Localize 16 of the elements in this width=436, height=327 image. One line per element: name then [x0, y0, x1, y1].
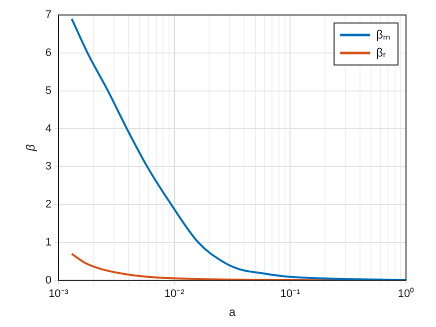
- y-tick-label: 4: [45, 122, 52, 135]
- y-tick-label: 7: [45, 9, 52, 22]
- x-tick-label: 10⁰: [398, 287, 414, 300]
- y-tick-label: 3: [45, 160, 52, 173]
- y-tick-label: 5: [45, 84, 52, 97]
- y-tick-label: 2: [45, 198, 52, 211]
- x-axis-title: a: [228, 305, 236, 320]
- y-tick-label: 6: [45, 46, 52, 59]
- y-tick-label: 0: [45, 274, 52, 286]
- x-tick-label: 10⁻³: [48, 288, 69, 300]
- legend-label: βᵣ: [376, 45, 386, 60]
- x-tick-label: 10⁻²: [164, 288, 185, 300]
- y-tick-label: 1: [45, 236, 52, 249]
- x-tick-label: 10⁻¹: [280, 288, 300, 300]
- y-axis-title: β: [24, 144, 38, 152]
- legend-label: βₘ: [376, 27, 390, 42]
